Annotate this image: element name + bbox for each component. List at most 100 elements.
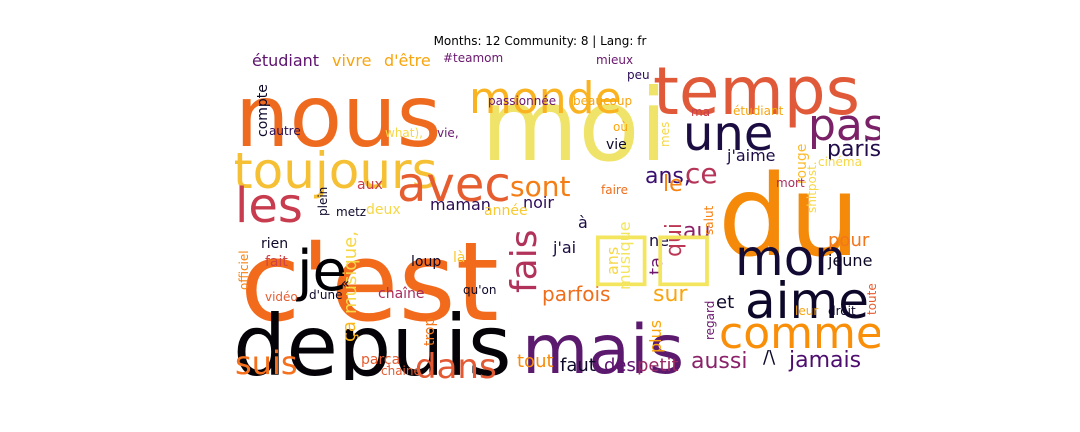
word-chaîne: chaîne: [378, 286, 425, 302]
word-rouge: rouge: [794, 144, 810, 184]
word-vivre: vivre: [332, 51, 371, 70]
word-paris: paris: [827, 137, 880, 162]
word-les: les: [235, 178, 303, 234]
word-symbol: /\: [763, 347, 776, 368]
word-nous: nous: [235, 67, 441, 167]
word-trop: trop: [422, 317, 438, 346]
word-parça: parça: [361, 352, 400, 368]
word-officiel: officiel: [237, 250, 251, 290]
word-mon: mon: [735, 229, 846, 287]
word-plein: plein: [316, 187, 330, 216]
word-mieux: mieux: [596, 53, 633, 67]
word-tout: tout: [517, 351, 554, 372]
word-chaine: chaine: [381, 364, 421, 378]
word-là: là: [453, 250, 465, 266]
word-vie: vie: [606, 137, 627, 153]
word-compte: compte: [255, 84, 271, 137]
word-je: je: [295, 239, 347, 304]
word-des: des: [604, 355, 636, 376]
word-au: au: [683, 219, 710, 244]
word-monde: monde: [469, 73, 622, 124]
word-sont: sont: [510, 170, 570, 203]
word-d-une: d'une: [309, 288, 343, 302]
word-aussi: aussi: [691, 349, 747, 374]
word-symbol: □□: [590, 217, 715, 294]
wordcloud-canvas: moi c'est nous temps du depuis mais monde toujou…: [235, 50, 880, 380]
word-jeune: jeune: [827, 251, 872, 270]
word-autre: autre: [269, 124, 301, 138]
word-musique: musique: [615, 221, 634, 290]
word-ans: ans,: [645, 164, 691, 189]
word-j-aime: j'aime: [726, 146, 776, 165]
word-toujours: toujours: [235, 142, 438, 200]
word-étudiant: étudiant: [733, 104, 784, 118]
word-comme: comme: [719, 308, 880, 359]
word-ma: ma: [691, 105, 710, 119]
word-rien: rien: [261, 236, 288, 252]
word-shitpost: shitpost.: [805, 161, 819, 213]
word-pour: pour: [828, 230, 870, 251]
word-musique: musique,: [340, 231, 361, 314]
word-qu-on: qu'on: [463, 283, 496, 297]
word-où: où: [613, 120, 628, 134]
word-jamais: jamais: [788, 348, 861, 373]
word-leur: leur: [795, 304, 818, 318]
word-symbol: «: [341, 276, 350, 292]
word-c-est: c'est: [240, 218, 499, 346]
word-pas: pas: [808, 100, 880, 151]
word-droit: droit: [828, 304, 856, 318]
word-qui: qui: [662, 223, 687, 257]
word-cinéma: cinéma: [818, 155, 862, 169]
word-temps: temps: [653, 53, 860, 130]
word-mes: mes: [658, 122, 672, 147]
word-deux: deux: [366, 202, 401, 218]
word-parfois: parfois: [542, 282, 610, 306]
word-fais: fais: [504, 230, 545, 294]
word-what: what),: [385, 126, 423, 140]
word-vie: vie,: [437, 126, 459, 140]
word-mais: mais: [522, 311, 684, 380]
word-toute: toute: [865, 283, 879, 315]
word-le: le: [663, 172, 683, 197]
word-faire: faire: [601, 183, 628, 197]
word-ce: ce: [685, 157, 718, 190]
word-avec: avec: [397, 157, 511, 213]
word-regard: regard: [703, 301, 717, 340]
word-teamom: #teamom: [443, 51, 503, 65]
word-maman: maman: [430, 195, 491, 214]
word-depuis: depuis: [235, 297, 512, 380]
word-suis: suis: [235, 344, 298, 380]
word-et: et: [716, 292, 734, 313]
word-d-être: d'être: [384, 51, 431, 70]
word-à: à: [578, 213, 588, 232]
word-petit: petit: [637, 355, 679, 376]
word-peu: peu: [627, 68, 650, 82]
word-moi: moi: [481, 67, 667, 184]
word-faut: faut: [560, 355, 596, 376]
word-salut: salut: [702, 205, 716, 235]
word-dans: dans: [415, 347, 497, 380]
word-j-ai: j'ai: [552, 238, 576, 257]
word-vidéo: vidéo: [265, 290, 298, 304]
word-plus: plus: [646, 320, 665, 353]
word-beaucoup: beaucoup: [573, 94, 632, 108]
word-metz: metz: [336, 205, 366, 219]
chart-title: Months: 12 Community: 8 | Lang: fr: [433, 34, 647, 48]
word-aime: aime: [745, 272, 869, 330]
word-ta: ta: [646, 257, 667, 275]
word-ça: ça: [339, 321, 360, 342]
word-étudiant: étudiant: [252, 51, 319, 70]
word-ans: ans: [603, 247, 622, 275]
word-aux: aux: [357, 177, 383, 193]
word-du: du: [718, 152, 860, 282]
word-sur: sur: [653, 282, 688, 307]
word-une: une: [683, 106, 773, 162]
word-année: année: [484, 203, 528, 219]
word-mort: mort: [776, 176, 805, 190]
word-ne: ne: [649, 231, 669, 250]
word-noir: noir: [523, 193, 554, 212]
word-passionnée: passionnée: [488, 94, 556, 108]
word-loup: loup: [411, 254, 441, 270]
word-fait: fait: [265, 254, 288, 270]
